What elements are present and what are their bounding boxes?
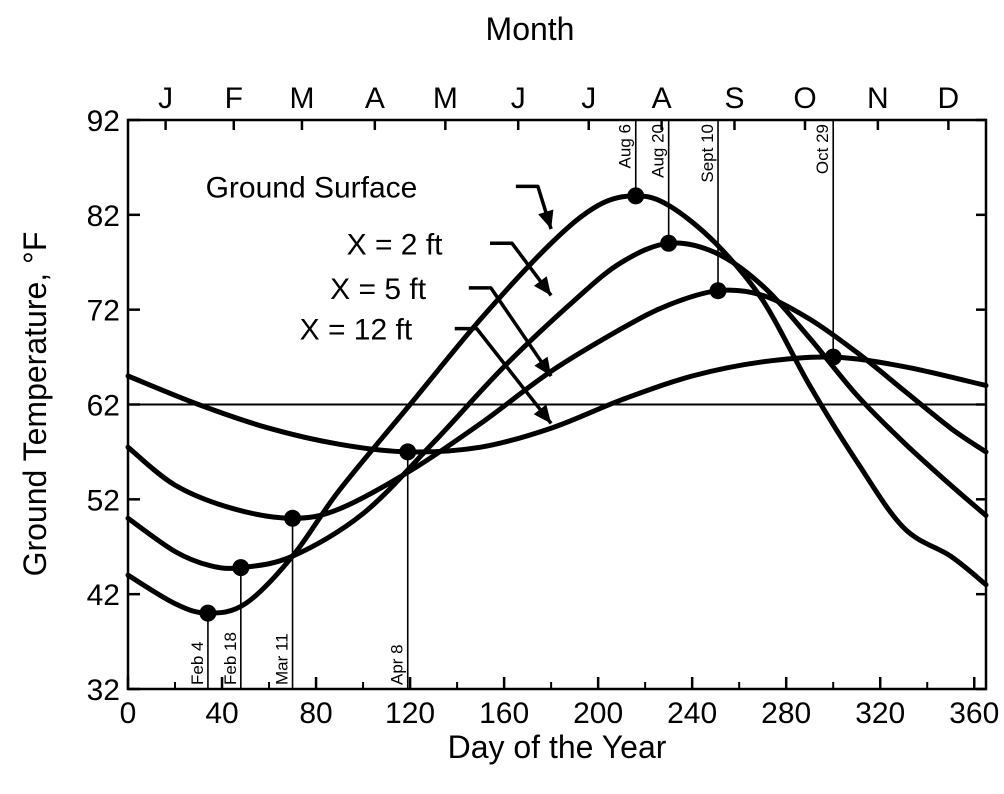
month-label-4: M	[433, 82, 458, 115]
month-label-3: A	[365, 82, 385, 115]
x-tick-label-80: 80	[299, 697, 332, 730]
month-label-0: J	[158, 82, 173, 115]
y-tick-label-32: 32	[87, 674, 120, 707]
annotation-label-x-5-ft: X = 5 ft	[330, 273, 427, 306]
axes: 32 42 52 62 72 82 92 0 40 80 120 160 200 240 280 320 360…	[87, 82, 1000, 730]
y-tick-label-42: 42	[87, 579, 120, 612]
y-tick-label-52: 52	[87, 484, 120, 517]
x-tick-label-320: 320	[855, 697, 905, 730]
marker-label-oct-29: Oct 29	[813, 124, 832, 174]
marker-dot-aug-20	[660, 234, 678, 252]
annotation-arrowhead-x-5-ft	[534, 356, 552, 377]
marker-label-mar-11: Mar 11	[273, 633, 292, 685]
annotation-label-ground-surface: Ground Surface	[206, 171, 418, 204]
top-axis-title: Month	[486, 11, 575, 47]
annotation-label-x-2-ft: X = 2 ft	[347, 228, 444, 261]
x-tick-label-40: 40	[205, 697, 238, 730]
month-label-7: A	[652, 82, 672, 115]
x-tick-label-280: 280	[761, 697, 811, 730]
marker-dot-feb-4	[199, 604, 217, 622]
marker-label-aug-20: Aug 20	[649, 124, 668, 178]
x-tick-label-160: 160	[479, 697, 529, 730]
marker-dot-sept-10	[709, 282, 727, 300]
annotation-arrow-x-12-ft	[454, 326, 553, 425]
annotation-arrow-x-5-ft	[468, 286, 553, 378]
x-tick-label-360: 360	[949, 697, 999, 730]
series-line-ground-surface	[125, 193, 989, 616]
month-label-6: J	[581, 82, 596, 115]
marker-label-feb-4: Feb 4	[188, 642, 207, 685]
marker-dot-aug-6	[627, 187, 645, 205]
annotation-arrowhead-ground-surface	[538, 209, 554, 230]
marker-points: Feb 4 Feb 18 Mar 11 Apr 8 Aug 6 Aug 20 Sept 10…	[188, 124, 842, 685]
marker-label-apr-8: Apr 8	[388, 644, 407, 685]
y-tick-label-92: 92	[87, 105, 120, 138]
x-tick-label-0: 0	[120, 697, 137, 730]
y-tick-label-82: 82	[87, 200, 120, 233]
gridlines	[128, 120, 986, 689]
month-label-11: D	[938, 82, 960, 115]
x-tick-label-240: 240	[667, 697, 717, 730]
y-tick-label-62: 62	[87, 390, 120, 423]
month-label-8: S	[724, 82, 744, 115]
marker-dot-apr-8	[399, 443, 417, 461]
annotation-arrow-x-2-ft	[490, 241, 553, 297]
annotation-arrowhead-x-12-ft	[533, 404, 552, 424]
marker-label-aug-6: Aug 6	[616, 124, 635, 168]
marker-dot-feb-18	[232, 559, 250, 577]
y-axis-title: Ground Temperature, °F	[17, 232, 53, 577]
month-label-10: N	[867, 82, 889, 115]
x-axis-title: Day of the Year	[448, 729, 667, 765]
x-tick-label-200: 200	[573, 697, 623, 730]
x-tick-label-120: 120	[385, 697, 435, 730]
series-annotations: Ground Surface X = 2 ft X = 5 ft X = 12 ft	[206, 171, 554, 425]
marker-label-feb-18: Feb 18	[221, 632, 240, 685]
y-tick-label-72: 72	[87, 295, 120, 328]
month-label-9: O	[793, 82, 816, 115]
month-label-1: F	[225, 82, 243, 115]
marker-dot-oct-29	[824, 348, 842, 366]
series-line-x-2-ft	[125, 240, 989, 571]
annotation-arrowhead-x-2-ft	[533, 276, 552, 296]
annotation-label-x-12-ft: X = 12 ft	[300, 314, 413, 347]
marker-label-sept-10: Sept 10	[698, 124, 717, 183]
marker-dot-mar-11	[284, 509, 302, 527]
month-label-5: J	[511, 82, 526, 115]
month-label-2: M	[289, 82, 314, 115]
